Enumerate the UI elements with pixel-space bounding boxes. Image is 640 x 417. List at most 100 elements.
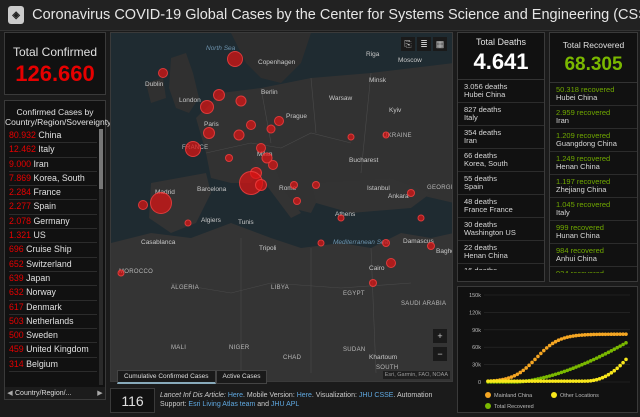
map-view[interactable]: North Sea Copenhagen Riga Moscow Dublin Minsk… xyxy=(110,32,453,382)
recovered-point[interactable] xyxy=(553,372,558,377)
tab-prev-icon[interactable]: ◀ xyxy=(7,390,13,397)
list-icon[interactable]: ≣ xyxy=(417,37,431,51)
legend-swatch[interactable] xyxy=(485,403,491,409)
jhu-csse-link[interactable]: JHU CSSE xyxy=(358,392,394,399)
other-locations-point[interactable] xyxy=(580,379,584,383)
case-bubble[interactable] xyxy=(261,152,273,164)
deaths-list[interactable]: 3.056 deaths Hubei China 827 deaths Italy 35… xyxy=(458,79,544,270)
other-locations-point[interactable] xyxy=(503,379,508,383)
recovered-point[interactable] xyxy=(539,376,543,381)
mainland-china-point[interactable] xyxy=(565,335,570,339)
mainland-china-point[interactable] xyxy=(512,373,517,378)
other-locations-point[interactable] xyxy=(489,379,493,383)
mainland-china-point[interactable] xyxy=(580,333,584,337)
case-bubble[interactable] xyxy=(317,239,325,247)
recovered-point[interactable] xyxy=(574,365,578,369)
bookmark-icon[interactable]: ⎘ xyxy=(401,37,415,51)
mainland-china-point[interactable] xyxy=(521,368,526,373)
list-item[interactable]: 80.932 China xyxy=(9,129,97,144)
tab-country-region[interactable]: Country/Region/... xyxy=(15,389,72,397)
other-locations-point[interactable] xyxy=(618,363,622,368)
other-locations-point[interactable] xyxy=(624,357,628,362)
other-locations-point[interactable] xyxy=(621,360,625,365)
case-bubble[interactable] xyxy=(158,68,168,78)
mainland-china-point[interactable] xyxy=(624,332,628,336)
case-bubble[interactable] xyxy=(312,181,320,189)
recovered-point[interactable] xyxy=(594,356,599,360)
mainland-china-point[interactable] xyxy=(586,332,590,337)
recovered-point[interactable] xyxy=(583,361,587,366)
list-item[interactable]: 1.321 US xyxy=(9,229,97,244)
mainland-china-point[interactable] xyxy=(509,375,514,379)
list-item[interactable]: 1.249 recovered Henan China xyxy=(550,152,637,175)
mainland-china-point[interactable] xyxy=(524,366,528,370)
recovered-point[interactable] xyxy=(568,367,573,372)
case-bubble[interactable] xyxy=(255,179,267,191)
list-item[interactable]: 3.056 deaths Hubei China xyxy=(458,80,544,103)
mainland-china-point[interactable] xyxy=(562,336,567,340)
recovered-point[interactable] xyxy=(600,353,605,358)
other-locations-point[interactable] xyxy=(615,366,619,371)
other-locations-point[interactable] xyxy=(583,379,587,383)
mainland-china-point[interactable] xyxy=(571,334,575,338)
legend-swatch[interactable] xyxy=(485,392,491,398)
recovered-point[interactable] xyxy=(544,375,549,379)
recovered-point[interactable] xyxy=(547,374,552,378)
other-locations-point[interactable] xyxy=(556,379,561,383)
other-locations-point[interactable] xyxy=(612,368,617,373)
zoom-in-icon[interactable]: + xyxy=(433,329,447,343)
case-bubble[interactable] xyxy=(200,100,214,114)
list-item[interactable]: 459 United Kingdom xyxy=(9,343,97,358)
other-locations-point[interactable] xyxy=(603,374,608,379)
recovered-point[interactable] xyxy=(615,345,619,350)
list-item[interactable]: 12.462 Italy xyxy=(9,143,97,158)
legend-label[interactable]: Other Locations xyxy=(560,393,599,399)
case-bubble[interactable] xyxy=(138,200,148,210)
list-item[interactable]: 632 Norway xyxy=(9,286,97,301)
case-bubble[interactable] xyxy=(203,127,215,139)
case-bubble[interactable] xyxy=(246,120,256,130)
list-item[interactable]: 639 Japan xyxy=(9,272,97,287)
mainland-china-point[interactable] xyxy=(591,332,596,337)
grid-icon[interactable]: ▦ xyxy=(433,37,447,51)
other-locations-point[interactable] xyxy=(577,379,581,383)
other-locations-point[interactable] xyxy=(559,379,564,383)
recovered-point[interactable] xyxy=(541,375,546,380)
recovered-point[interactable] xyxy=(621,342,625,347)
other-locations-point[interactable] xyxy=(527,379,531,383)
recovered-point[interactable] xyxy=(559,370,564,375)
list-item[interactable]: 999 recovered Hunan China xyxy=(550,221,637,244)
mainland-china-point[interactable] xyxy=(568,334,573,339)
case-bubble[interactable] xyxy=(347,133,355,141)
list-item[interactable]: 934 recoveredJiangxi China xyxy=(550,267,637,274)
other-locations-point[interactable] xyxy=(553,379,558,383)
case-bubble[interactable] xyxy=(235,95,247,107)
mainland-china-point[interactable] xyxy=(583,333,587,337)
recovered-point[interactable] xyxy=(618,344,622,348)
other-locations-point[interactable] xyxy=(571,379,575,383)
other-locations-point[interactable] xyxy=(506,379,511,383)
mainland-china-point[interactable] xyxy=(530,360,534,365)
recovered-point[interactable] xyxy=(550,373,555,377)
mainland-china-point[interactable] xyxy=(544,346,549,350)
other-locations-point[interactable] xyxy=(568,379,573,383)
case-bubble[interactable] xyxy=(369,279,377,287)
other-locations-point[interactable] xyxy=(565,379,570,383)
recovered-point[interactable] xyxy=(624,341,628,345)
other-locations-point[interactable] xyxy=(544,379,549,383)
other-locations-point[interactable] xyxy=(541,379,546,383)
other-locations-point[interactable] xyxy=(594,377,599,382)
other-locations-point[interactable] xyxy=(515,379,520,383)
list-item[interactable]: 16 deaths xyxy=(458,264,544,271)
article-link[interactable]: Here xyxy=(227,392,244,399)
list-item[interactable]: 2.959 recovered Iran xyxy=(550,106,637,129)
recovered-point[interactable] xyxy=(612,347,617,352)
case-bubble[interactable] xyxy=(290,181,298,189)
mainland-china-point[interactable] xyxy=(553,339,558,344)
case-bubble[interactable] xyxy=(256,143,266,153)
mainland-china-point[interactable] xyxy=(536,354,540,359)
case-bubble[interactable] xyxy=(225,154,233,162)
other-locations-point[interactable] xyxy=(509,379,514,383)
list-item[interactable]: 314 Belgium xyxy=(9,358,97,373)
mainland-china-point[interactable] xyxy=(621,332,625,336)
